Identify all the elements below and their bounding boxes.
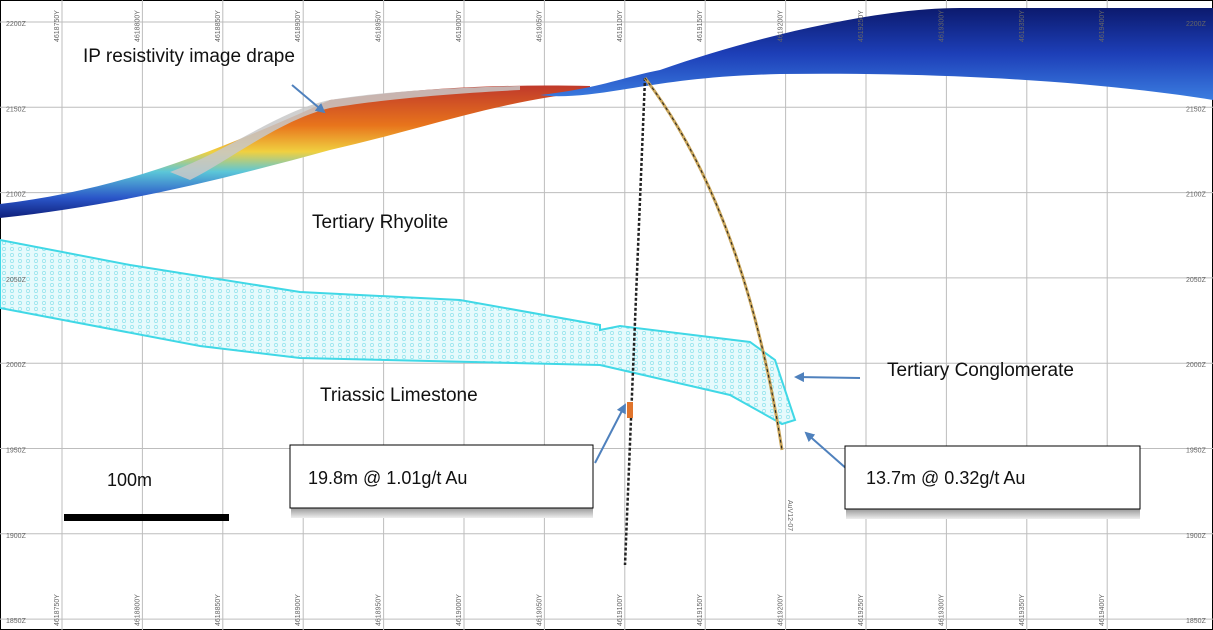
callout-box bbox=[289, 444, 594, 509]
scale-label: 100m bbox=[107, 470, 152, 490]
drill-hole bbox=[623, 77, 647, 566]
elevation-label: 1950Z bbox=[6, 448, 27, 455]
assay-interval bbox=[627, 402, 633, 418]
callout-text: 19.8m @ 1.01g/t Au bbox=[308, 468, 467, 488]
annotation: Tertiary Rhyolite bbox=[312, 212, 448, 233]
elevation-label: 1900Z bbox=[1186, 533, 1207, 540]
elevation-label: 1850Z bbox=[6, 618, 27, 625]
annotation: Tertiary Conglomerate bbox=[887, 360, 1074, 381]
northing-label: 4619200Y bbox=[778, 10, 785, 42]
elevation-label: 2000Z bbox=[1186, 362, 1207, 369]
elevation-label: 2200Z bbox=[1186, 21, 1207, 28]
northing-label: 4619050Y bbox=[536, 10, 543, 42]
northing-label: 4619250Y bbox=[858, 10, 865, 42]
northing-label: 4618750Y bbox=[54, 10, 61, 42]
scale-bar bbox=[64, 514, 229, 521]
annotation: Triassic Limestone bbox=[320, 385, 478, 406]
shadow bbox=[846, 509, 1140, 519]
arrow bbox=[594, 403, 626, 464]
northing-label: 4619400Y bbox=[1099, 10, 1106, 42]
elevation-label: 2100Z bbox=[1186, 192, 1207, 199]
northing-label: 4618900Y bbox=[295, 594, 302, 626]
northing-label: 4619350Y bbox=[1019, 594, 1026, 626]
drill-hole-trace bbox=[644, 77, 783, 451]
northing-label: 4618800Y bbox=[134, 594, 141, 626]
annotation: IP resistivity image drape bbox=[83, 46, 295, 67]
elevation-label: 2050Z bbox=[6, 277, 27, 284]
northing-label: 4618950Y bbox=[376, 10, 383, 42]
elevation-label: 1950Z bbox=[1186, 448, 1207, 455]
shadow bbox=[291, 508, 593, 518]
elevation-label: 2100Z bbox=[6, 192, 27, 199]
ip-drape-blue bbox=[540, 8, 1213, 100]
northing-label: 4619200Y bbox=[778, 594, 785, 626]
ip-drape bbox=[0, 85, 590, 218]
elevation-label: 2000Z bbox=[6, 362, 27, 369]
elevation-label: 2050Z bbox=[1186, 277, 1207, 284]
hole-label: AuV12-07 bbox=[786, 500, 793, 531]
elevation-label: 1850Z bbox=[1186, 618, 1207, 625]
northing-label: 4619000Y bbox=[456, 10, 463, 42]
elevation-label: 2150Z bbox=[1186, 106, 1207, 113]
northing-label: 4619000Y bbox=[456, 594, 463, 626]
northing-label: 4619100Y bbox=[617, 10, 624, 42]
northing-label: 4619100Y bbox=[617, 594, 624, 626]
northing-label: 4619150Y bbox=[697, 594, 704, 626]
elevation-label: 2200Z bbox=[6, 21, 27, 28]
northing-label: 4619150Y bbox=[697, 10, 704, 42]
elevation-label: 1900Z bbox=[6, 533, 27, 540]
callout-box bbox=[844, 445, 1141, 510]
northing-label: 4618950Y bbox=[376, 594, 383, 626]
arrow bbox=[794, 372, 861, 383]
ip-drape-top bbox=[170, 86, 520, 180]
northing-label: 4619300Y bbox=[938, 594, 945, 626]
northing-label: 4619400Y bbox=[1099, 594, 1106, 626]
northing-label: 4619300Y bbox=[938, 10, 945, 42]
arrow bbox=[804, 431, 849, 471]
callout-text: 13.7m @ 0.32g/t Au bbox=[866, 468, 1025, 488]
northing-label: 4618850Y bbox=[215, 10, 222, 42]
northing-label: 4618750Y bbox=[54, 594, 61, 626]
elevation-label: 2150Z bbox=[6, 106, 27, 113]
northing-label: 4618800Y bbox=[134, 10, 141, 42]
northing-label: 4619050Y bbox=[536, 594, 543, 626]
northing-label: 4618900Y bbox=[295, 10, 302, 42]
northing-label: 4619250Y bbox=[858, 594, 865, 626]
limestone-unit bbox=[0, 238, 797, 426]
northing-label: 4619350Y bbox=[1019, 10, 1026, 42]
northing-label: 4618850Y bbox=[215, 594, 222, 626]
arrow bbox=[291, 84, 326, 114]
